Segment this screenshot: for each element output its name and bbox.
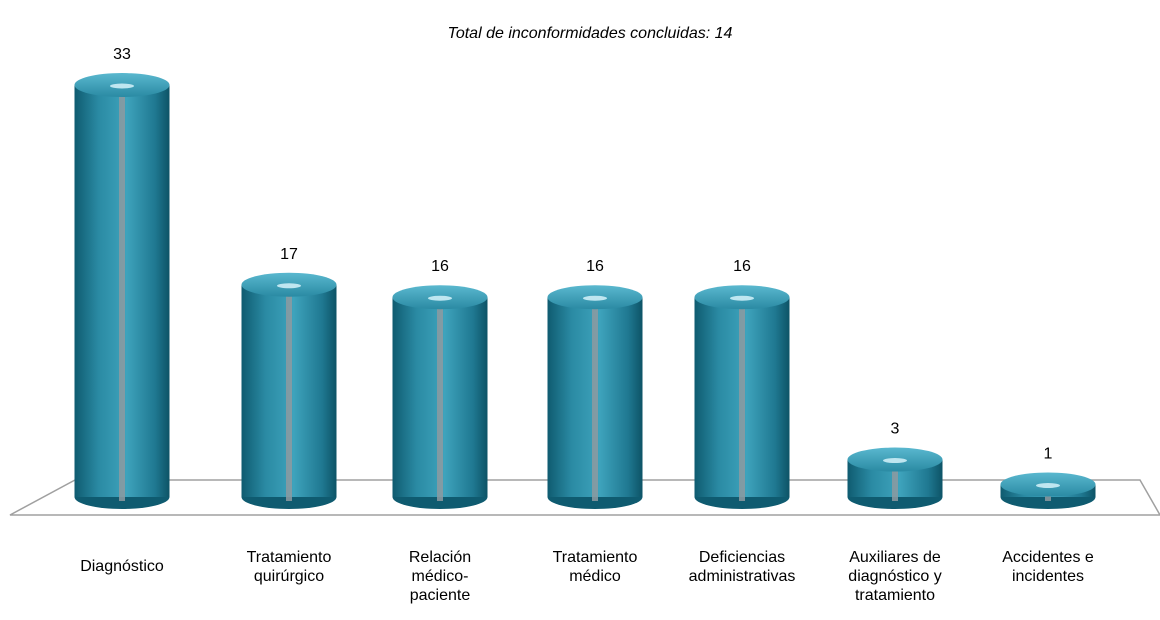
data-label: 3 [891, 421, 900, 438]
bar-highlight [1036, 483, 1060, 489]
x-tick-label: Accidentes e incidentes [1002, 549, 1094, 585]
data-label: 17 [280, 246, 298, 263]
x-tick-label: Auxiliares de diagnóstico y tratamiento [848, 549, 942, 604]
data-label: 16 [431, 258, 449, 275]
bar-shade [892, 459, 898, 501]
bar-highlight [110, 83, 134, 89]
data-label: 16 [733, 258, 751, 275]
bar-shade [739, 297, 745, 501]
bar-highlight [277, 283, 301, 289]
data-label: 33 [113, 46, 131, 63]
bar-shade [592, 297, 598, 501]
data-label: 16 [586, 258, 604, 275]
bar-highlight [730, 295, 754, 301]
x-tick-label: Diagnóstico [80, 558, 164, 575]
x-tick-label: Relación médico- paciente [408, 549, 472, 604]
bar-shade [286, 284, 292, 501]
data-label: 1 [1044, 446, 1053, 463]
x-tick-label: Tratamiento quirúrgico [246, 549, 332, 585]
bar-highlight [883, 458, 907, 464]
x-tick-label: Deficiencias administrativas [688, 549, 796, 585]
chart-title: Total de inconformidades concluidas: 14 [448, 25, 733, 42]
bar-highlight [583, 295, 607, 301]
bar-highlight [428, 295, 452, 301]
x-tick-label: Tratamiento médico [552, 549, 638, 585]
bar-shade [437, 297, 443, 501]
bar-shade [119, 85, 125, 501]
